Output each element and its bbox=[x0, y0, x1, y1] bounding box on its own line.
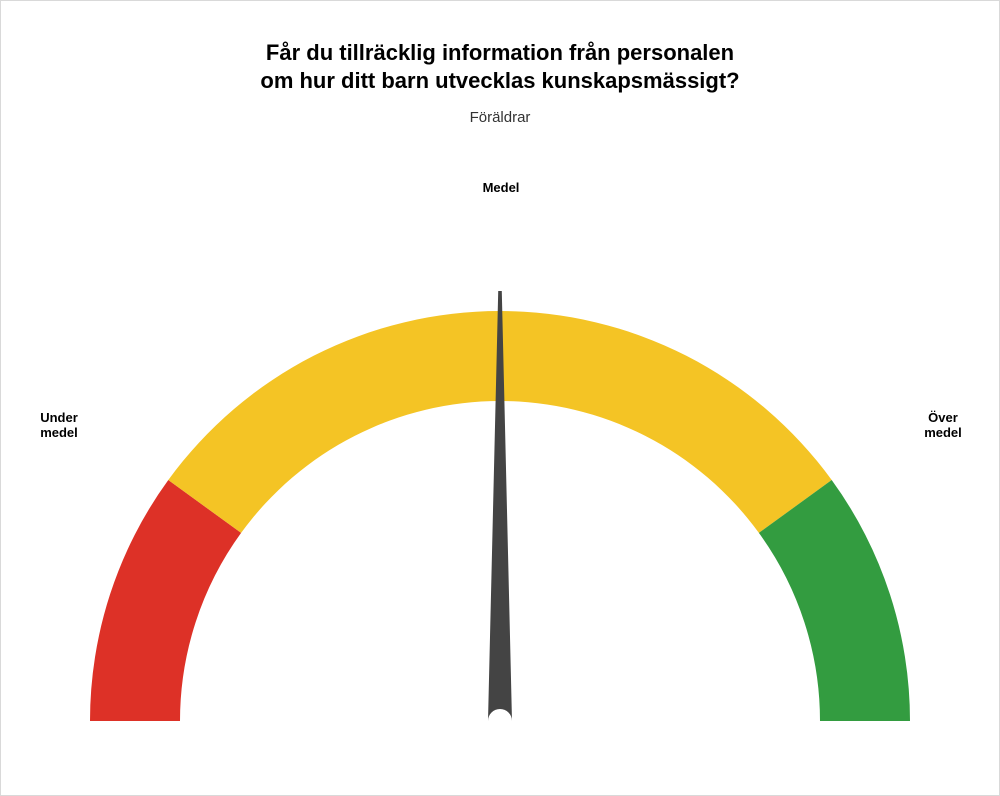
chart-subtitle: Föräldrar bbox=[1, 109, 999, 126]
gauge-chart bbox=[70, 291, 930, 741]
gauge-label-medel: Medel bbox=[421, 181, 581, 196]
gauge-label-over-medel: Över medel bbox=[903, 411, 983, 441]
gauge-label-under-medel: Under medel bbox=[19, 411, 99, 441]
chart-frame: Får du tillräcklig information från pers… bbox=[0, 0, 1000, 796]
chart-title: Får du tillräcklig information från pers… bbox=[1, 39, 999, 94]
gauge-svg bbox=[70, 291, 930, 741]
